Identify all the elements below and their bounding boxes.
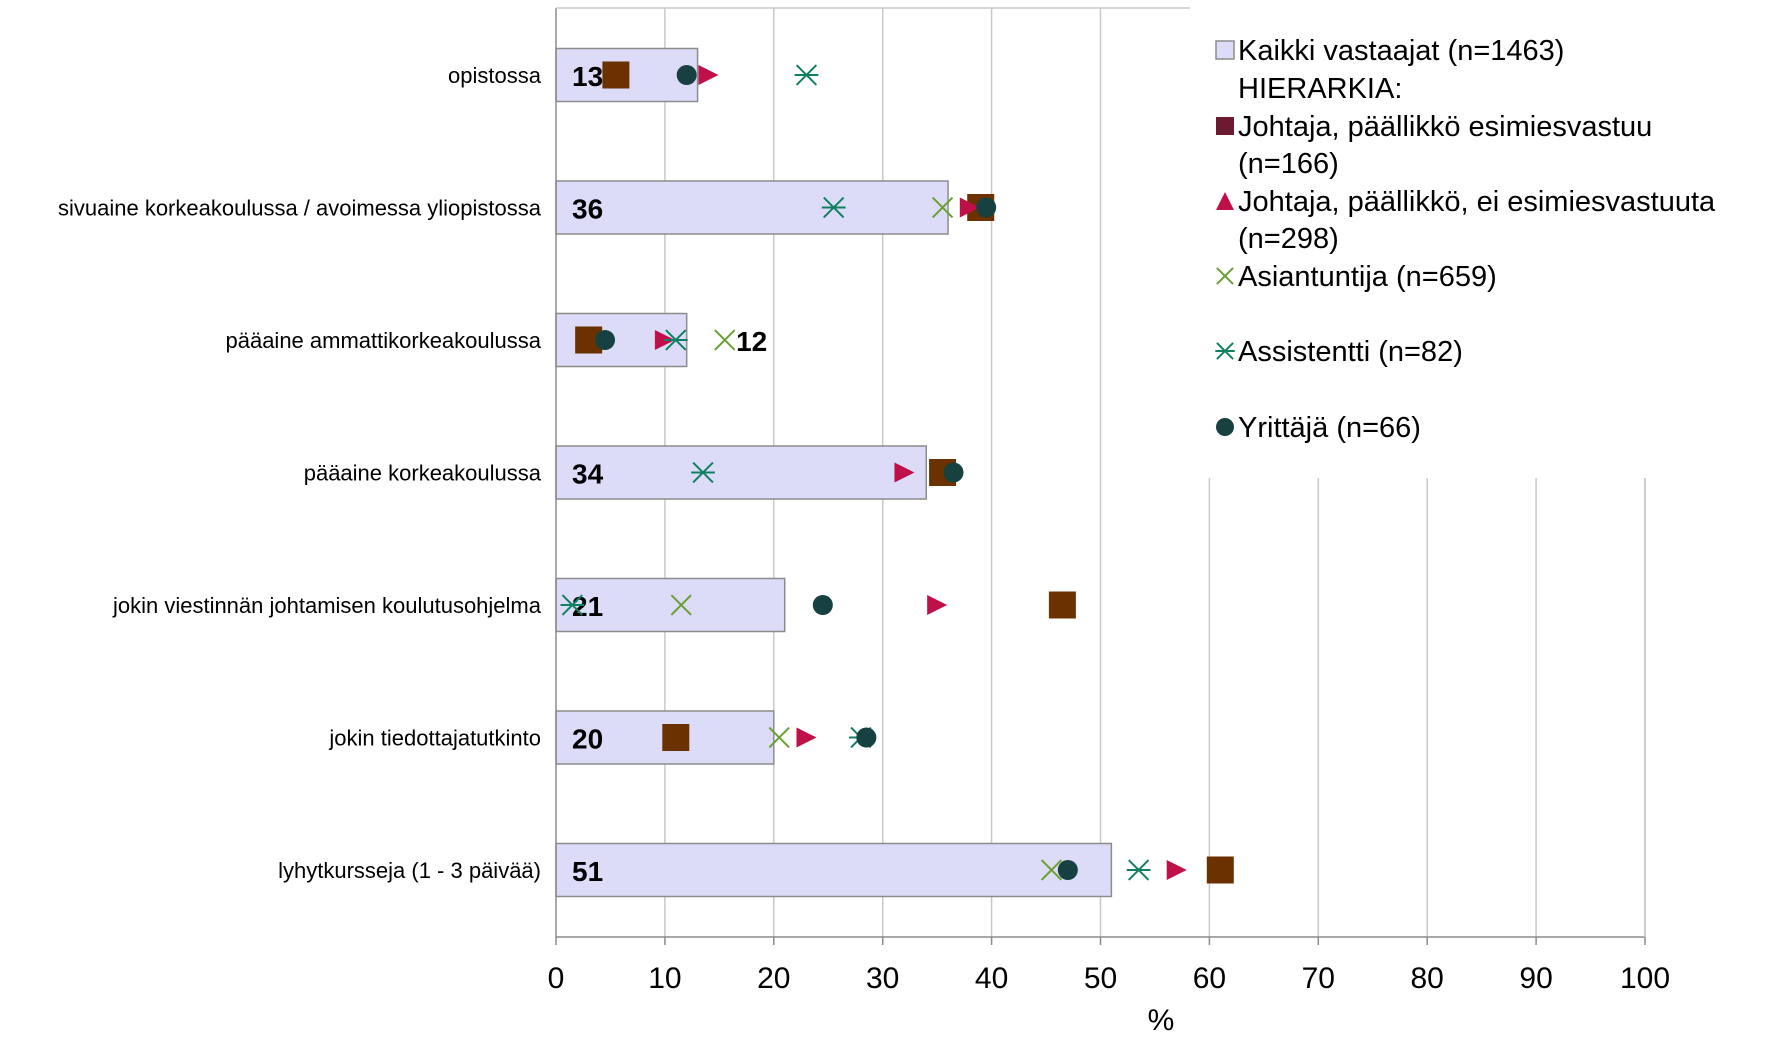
marker-square-4 <box>1048 591 1076 619</box>
marker-circle-4 <box>812 595 833 615</box>
marker-asterisk-1 <box>821 196 846 219</box>
bar-6 <box>555 842 1113 898</box>
category-label-2: pääaine ammattikorkeakoulussa <box>225 328 541 353</box>
legend-subtitle: HIERARKIA: <box>1238 73 1402 105</box>
marker-asterisk-0 <box>794 64 819 86</box>
legend-swatch-0 <box>1216 117 1234 135</box>
marker-circle-3 <box>943 462 964 483</box>
category-label-0: opistossa <box>448 63 542 88</box>
legend-label-3: Assistentti (n=82) <box>1238 336 1463 368</box>
x-tick-label-80: 80 <box>1411 962 1444 995</box>
marker-x-5 <box>768 726 790 749</box>
marker-asterisk-2 <box>663 329 688 351</box>
marker-triangle-4 <box>927 595 948 615</box>
legend-swatch-2 <box>1216 267 1234 285</box>
category-label-5: jokin tiedottajatutkinto <box>328 726 541 751</box>
marker-asterisk-6 <box>1126 859 1151 881</box>
marker-triangle-0 <box>698 65 719 85</box>
bar-3 <box>555 445 928 500</box>
marker-x-6 <box>1040 859 1063 881</box>
category-label-3: pääaine korkeakoulussa <box>304 461 542 486</box>
legend-label-0-line1: Johtaja, päällikkö esimiesvastuu <box>1238 111 1652 143</box>
legend-swatch-4 <box>1216 418 1234 436</box>
x-tick-label-70: 70 <box>1302 962 1335 995</box>
markers <box>560 61 1234 884</box>
data-label-4: 21 <box>572 591 603 622</box>
legend-swatch-3 <box>1215 342 1235 360</box>
x-tick-label-100: 100 <box>1620 962 1670 995</box>
data-label-1: 36 <box>572 194 603 225</box>
marker-square-5 <box>662 724 690 751</box>
legend-label-1-line1: Johtaja, päällikkö, ei esimiesvastuuta <box>1238 186 1716 218</box>
legend-swatch-1 <box>1216 192 1234 210</box>
data-label-6: 51 <box>572 856 603 887</box>
data-label-2: 12 <box>736 326 767 357</box>
marker-circle-2 <box>595 330 616 350</box>
legend-label-4: Yrittäjä (n=66) <box>1238 412 1421 444</box>
marker-square-6 <box>1206 856 1234 884</box>
legend-label-2: Asiantuntija (n=659) <box>1238 261 1497 293</box>
x-tick-label-40: 40 <box>975 962 1008 995</box>
marker-asterisk-3 <box>691 461 715 484</box>
bar-1 <box>555 180 949 235</box>
category-label-4: jokin viestinnän johtamisen koulutusohje… <box>112 593 542 618</box>
marker-square-0 <box>602 61 630 89</box>
x-tick-label-30: 30 <box>866 962 899 995</box>
data-label-5: 20 <box>572 724 603 755</box>
x-axis-title: % <box>1148 1004 1175 1037</box>
marker-triangle-6 <box>1166 860 1187 880</box>
category-label-1: sivuaine korkeakoulussa / avoimessa ylio… <box>58 196 542 221</box>
marker-x-2 <box>714 329 736 351</box>
legend-label-bar: Kaikki vastaajat (n=1463) <box>1238 35 1564 67</box>
marker-x-4 <box>670 594 692 616</box>
legend: Kaikki vastaajat (n=1463) HIERARKIA: Johta… <box>1190 8 1769 478</box>
marker-circle-0 <box>676 65 697 85</box>
category-labels: opistossa sivuaine korkeakoulussa / avoim… <box>58 63 542 883</box>
x-tick-label-10: 10 <box>648 962 681 995</box>
legend-background <box>1190 8 1769 478</box>
data-label-0: 13 <box>572 61 603 92</box>
marker-triangle-3 <box>894 462 915 483</box>
legend-swatch-bar <box>1215 40 1235 60</box>
x-tick-label-90: 90 <box>1519 962 1552 995</box>
x-tick-label-60: 60 <box>1193 962 1226 995</box>
x-tick-label-0: 0 <box>548 962 565 995</box>
legend-label-1-line2: (n=298) <box>1238 223 1339 255</box>
marker-triangle-1 <box>959 197 980 218</box>
marker-asterisk-4 <box>560 594 585 616</box>
legend-label-0-line2: (n=166) <box>1238 148 1339 180</box>
category-label-6: lyhytkursseja (1 - 3 päivää) <box>278 858 541 883</box>
x-tick-label-50: 50 <box>1084 962 1117 995</box>
bars: 13 36 12 34 21 20 51 <box>555 47 1113 898</box>
marker-triangle-5 <box>796 727 817 748</box>
x-tick-label-20: 20 <box>757 962 790 995</box>
marker-circle-1 <box>976 197 997 218</box>
x-tick-labels: 0 10 20 30 40 50 60 70 80 90 100 <box>548 962 1670 995</box>
marker-x-1 <box>931 196 954 219</box>
marker-circle-6 <box>1057 860 1078 880</box>
data-label-3: 34 <box>572 459 604 490</box>
marker-circle-5 <box>856 727 877 748</box>
